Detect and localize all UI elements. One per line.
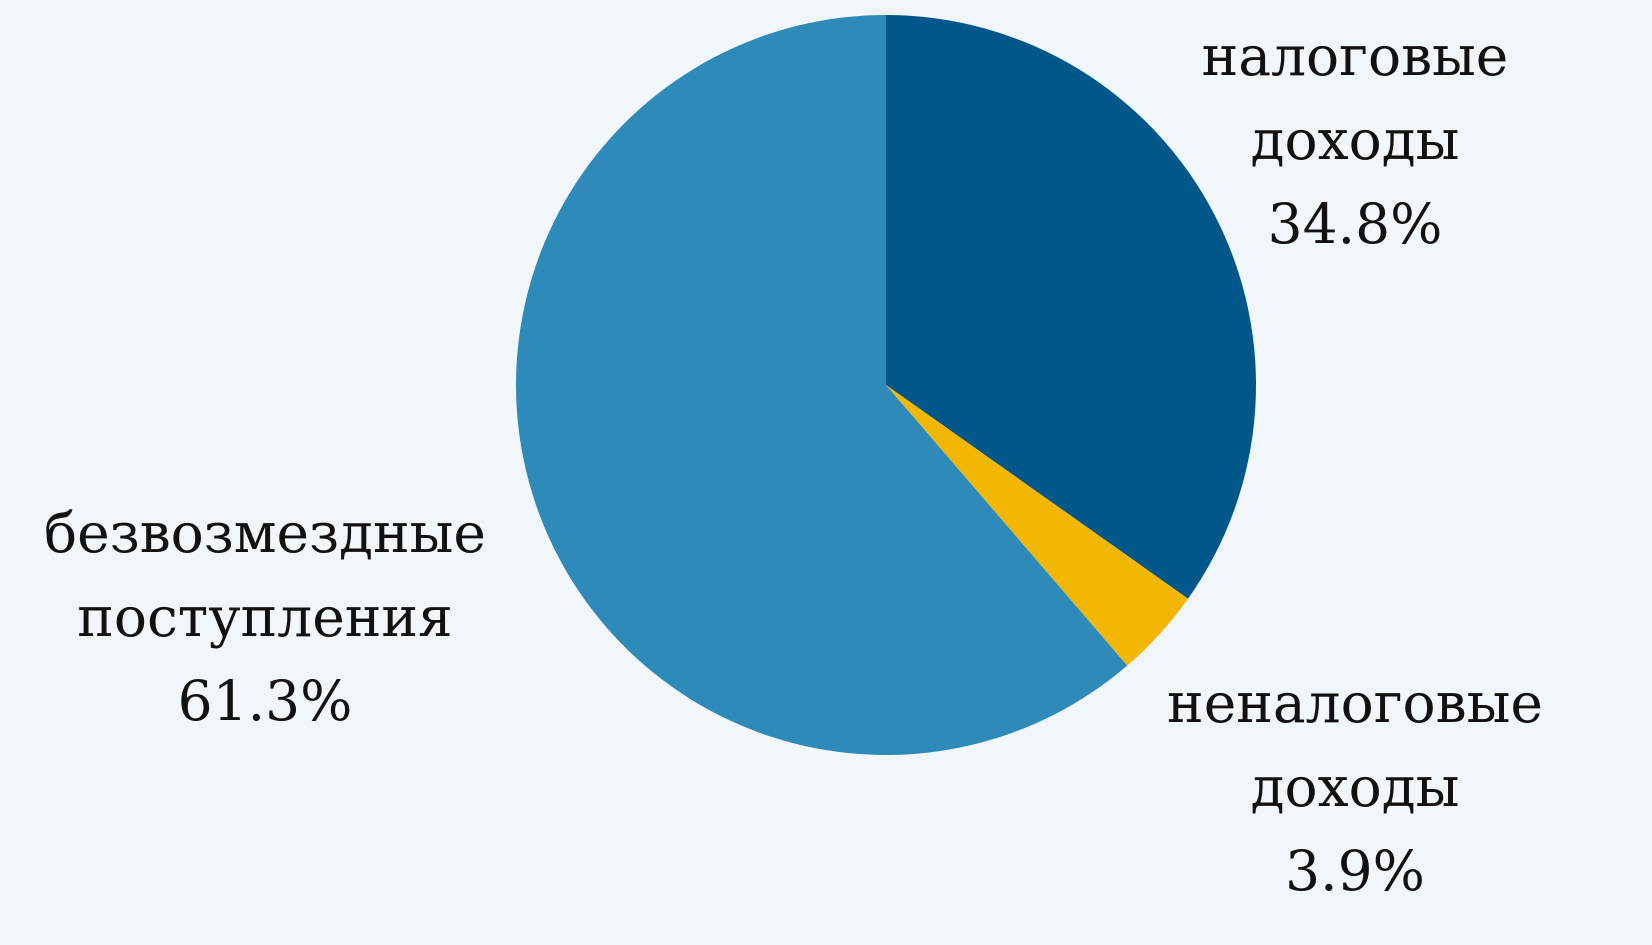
slice-label-1: неналоговые доходы 3.9%: [1167, 671, 1543, 903]
slice-label-2: безвозмездные поступления 61.3%: [44, 501, 486, 733]
pie-slice-0: [886, 15, 1257, 599]
slice-label-line: доходы: [1251, 755, 1460, 819]
slice-label-line: безвозмездные: [44, 501, 486, 565]
slice-value-label: 61.3%: [178, 669, 353, 733]
pie-slice-2: [515, 15, 1128, 755]
slice-label-line: налоговые: [1202, 24, 1509, 88]
slice-label-line: доходы: [1251, 108, 1460, 172]
pie-slices: [515, 15, 1257, 755]
slice-label-0: налоговые доходы 34.8%: [1202, 24, 1509, 256]
slice-value-label: 34.8%: [1268, 192, 1443, 256]
pie-labels: налоговые доходы 34.8% неналоговые доходы 3.9…: [44, 24, 1543, 903]
slice-label-line: неналоговые: [1167, 671, 1543, 735]
slice-label-line: поступления: [77, 585, 453, 649]
pie-slice-1: [886, 385, 1189, 666]
slice-value-label: 3.9%: [1285, 839, 1425, 903]
